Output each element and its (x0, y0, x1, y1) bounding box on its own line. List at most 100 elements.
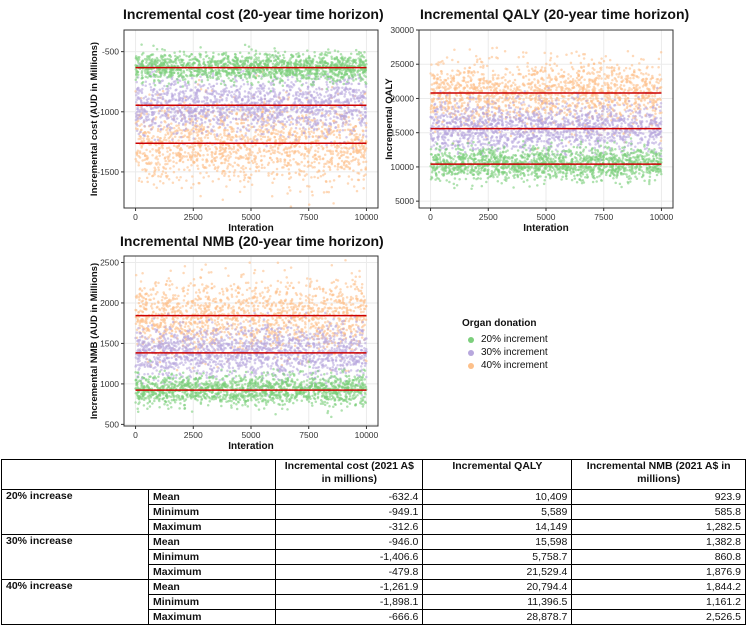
data-point (357, 53, 361, 56)
data-point (241, 125, 245, 129)
data-point (358, 133, 362, 137)
data-point (251, 106, 254, 110)
data-point (222, 63, 225, 66)
data-point (186, 120, 189, 123)
data-point (167, 123, 170, 126)
data-point (309, 68, 313, 72)
data-point (267, 87, 271, 90)
data-point (199, 85, 203, 89)
data-point (347, 123, 350, 126)
data-point (165, 146, 169, 150)
data-point (303, 63, 306, 67)
data-point (533, 89, 536, 92)
data-point (647, 73, 650, 77)
data-point (338, 156, 341, 160)
data-point (351, 140, 354, 143)
x-tick-label: 5000 (242, 212, 261, 222)
data-point (253, 115, 257, 119)
data-point (170, 74, 173, 78)
data-point (305, 93, 308, 96)
data-point (357, 57, 360, 60)
data-point (144, 117, 148, 120)
data-point (278, 140, 282, 143)
data-point (272, 177, 276, 180)
data-point (463, 108, 466, 111)
data-point (177, 139, 180, 142)
data-point (360, 105, 364, 109)
data-point (347, 102, 350, 105)
data-point (220, 93, 224, 97)
data-point (292, 94, 295, 98)
data-point (275, 172, 279, 176)
data-point (287, 93, 291, 96)
data-point (598, 70, 601, 74)
data-point (244, 109, 248, 112)
data-point (266, 135, 270, 139)
data-point (175, 132, 178, 135)
data-point (269, 156, 272, 160)
data-point (327, 75, 330, 78)
data-point (307, 127, 311, 130)
data-point (254, 49, 258, 52)
data-point (302, 131, 306, 135)
data-point (146, 137, 149, 141)
data-point (346, 98, 350, 101)
data-point (169, 111, 173, 114)
data-point (198, 181, 201, 185)
data-point (359, 55, 362, 58)
data-point (314, 140, 318, 143)
data-point (274, 75, 277, 78)
data-point (180, 119, 183, 122)
data-point (520, 94, 523, 97)
data-point (301, 109, 304, 112)
data-point (540, 66, 544, 69)
data-point (262, 86, 266, 90)
data-point (331, 106, 334, 109)
data-point (236, 101, 240, 104)
data-point (212, 51, 215, 55)
data-point (221, 172, 224, 175)
data-point (287, 115, 290, 119)
data-point (260, 154, 263, 158)
data-point (225, 155, 228, 158)
data-point (298, 127, 302, 131)
data-point (250, 94, 253, 98)
data-point (181, 99, 184, 102)
data-point (307, 100, 310, 103)
data-point (195, 125, 198, 128)
cost-plot-title: Incremental cost (20-year time horizon) (123, 6, 384, 22)
data-point (247, 158, 250, 161)
data-point (237, 90, 241, 94)
data-point (349, 97, 353, 101)
data-point (229, 105, 232, 108)
data-point (295, 131, 299, 135)
data-point (179, 63, 183, 67)
data-point (301, 95, 304, 99)
data-point (323, 136, 326, 140)
data-point (311, 81, 315, 84)
data-point (300, 117, 304, 120)
data-point (320, 114, 324, 117)
data-point (270, 132, 273, 136)
data-point (261, 59, 264, 63)
data-point (270, 172, 273, 176)
data-point (267, 130, 271, 134)
data-point (230, 100, 233, 104)
data-point (149, 88, 153, 92)
data-point (258, 150, 262, 154)
data-point (170, 98, 174, 101)
data-point (273, 47, 276, 50)
data-point (227, 144, 231, 147)
data-point (196, 139, 199, 143)
data-point (230, 130, 234, 133)
data-point (136, 117, 140, 120)
data-point (348, 119, 351, 123)
data-point (338, 130, 341, 134)
data-point (364, 80, 367, 84)
data-point (307, 135, 311, 138)
data-point (289, 189, 292, 192)
data-point (172, 160, 175, 163)
data-point (165, 125, 169, 128)
data-point (298, 80, 302, 83)
data-point (349, 152, 352, 156)
